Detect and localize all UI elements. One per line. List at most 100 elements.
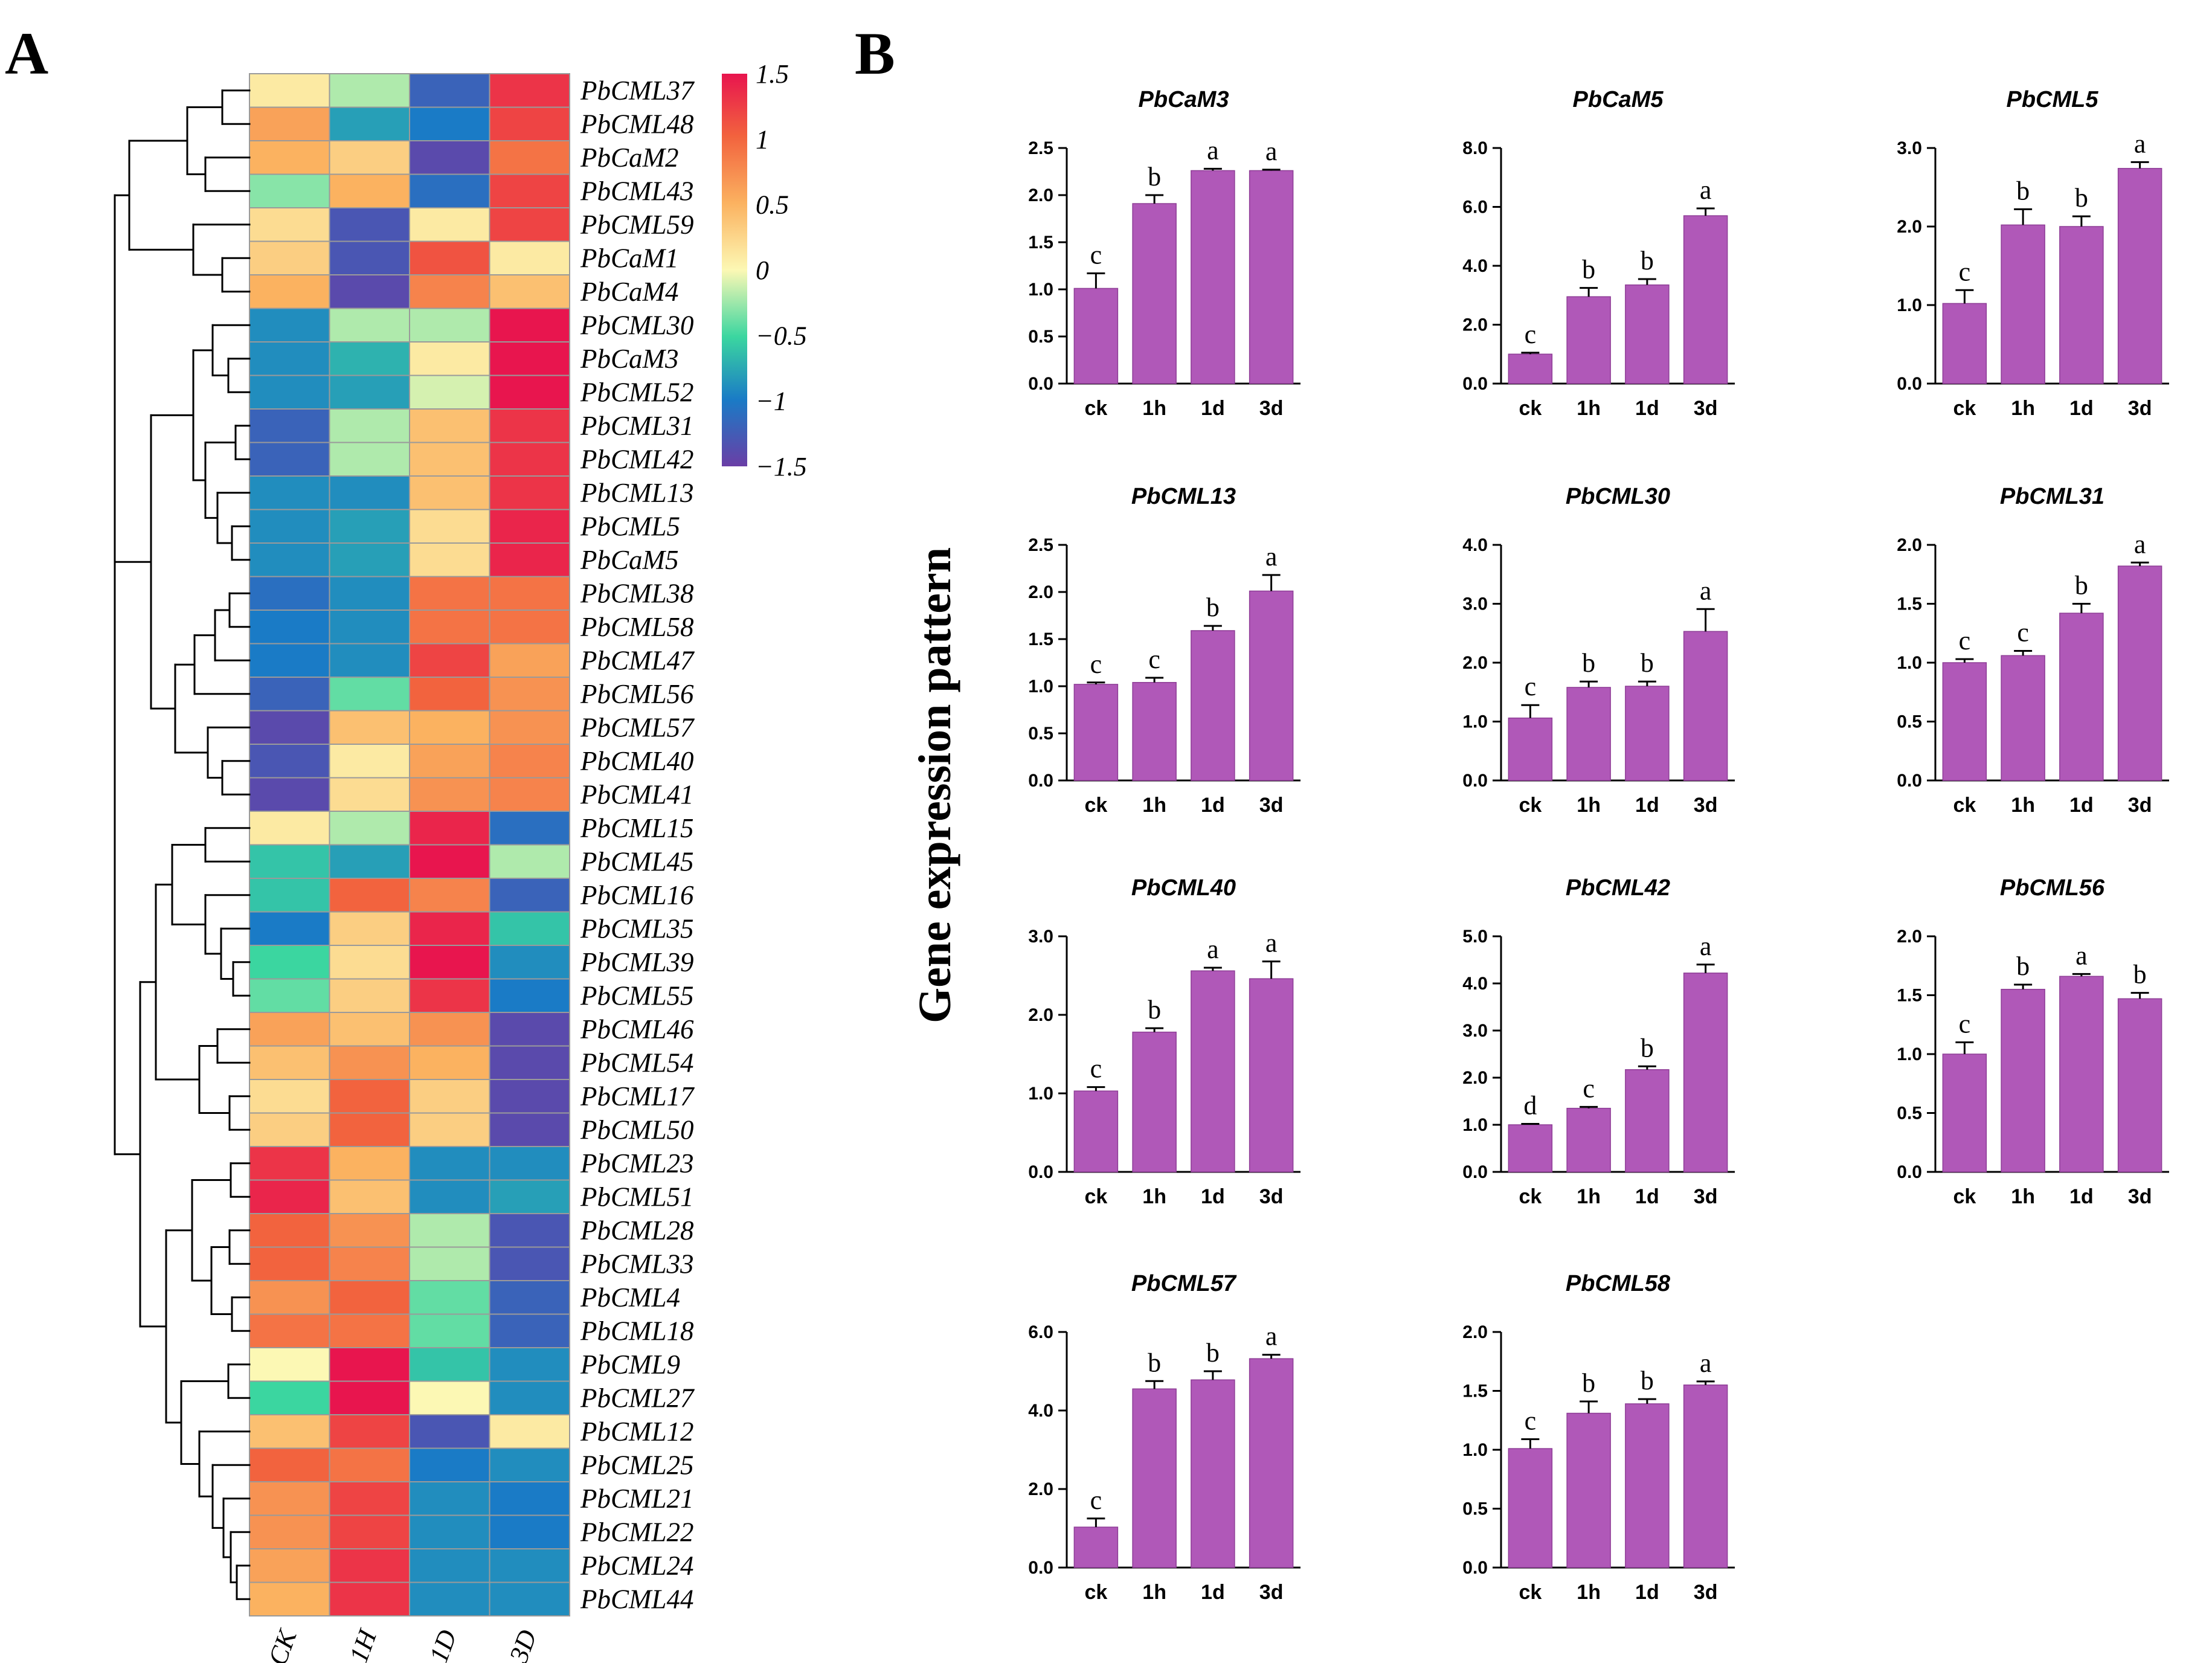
y-tick-label: 2.0: [1028, 582, 1053, 602]
chart-title: PbCML42: [1566, 875, 1670, 901]
heatmap-cell: [489, 173, 570, 208]
row-label: PbCML12: [580, 1417, 694, 1447]
bar: [1073, 684, 1119, 781]
heatmap-cell: [249, 475, 330, 510]
heatmap-cell: [249, 341, 330, 376]
row-label: PbCML9: [580, 1349, 680, 1380]
bar-chart-PbCaM3: PbCaM3 0.0 0.5 1.0 1.5 2.0 2.5 c ck b 1h a 1d a 3d: [1028, 87, 1301, 420]
heatmap-cell: [409, 1548, 490, 1583]
bar: [1073, 1526, 1119, 1568]
row-label: PbCML16: [580, 880, 694, 910]
y-tick-label: 4.0: [1462, 974, 1488, 994]
y-tick-label: 0.5: [1897, 1104, 1922, 1124]
heatmap-cell: [409, 341, 490, 376]
heatmap-cell: [409, 1112, 490, 1147]
heatmap-cell: [409, 677, 490, 712]
significance-letter: c: [1090, 240, 1102, 269]
row-label: PbCML13: [580, 478, 694, 508]
bar: [1566, 296, 1611, 384]
significance-letter: b: [1148, 995, 1161, 1024]
heatmap-cell: [409, 475, 490, 510]
heatmap-cell: [249, 1012, 330, 1047]
heatmap-cell: [249, 1246, 330, 1281]
heatmap-cell: [329, 240, 410, 275]
y-tick-label: 2.0: [1462, 315, 1488, 335]
heatmap-cell: [409, 207, 490, 242]
heatmap-cell: [329, 643, 410, 678]
column-label: 1H: [344, 1625, 383, 1663]
bar-chart-PbCML58: PbCML58 0.0 0.5 1.0 1.5 2.0 c ck b 1h b 1d a 3d: [1462, 1271, 1735, 1604]
heatmap-cell: [329, 375, 410, 410]
x-category-label: ck: [1519, 794, 1542, 817]
heatmap-cell: [489, 408, 570, 443]
heatmap-cell: [329, 1581, 410, 1616]
bar: [1132, 1388, 1177, 1568]
significance-letter: a: [1265, 928, 1278, 958]
heatmap-cell: [249, 106, 330, 141]
bar-chart-PbCML13: PbCML13 0.0 0.5 1.0 1.5 2.0 2.5 c ck c 1h b 1d a 3d: [1028, 484, 1301, 817]
significance-letter: c: [1525, 672, 1537, 701]
significance-letter: b: [1206, 593, 1220, 622]
x-category-label: 1d: [1635, 794, 1659, 817]
heatmap-cell: [489, 1313, 570, 1348]
significance-letter: d: [1523, 1090, 1537, 1120]
heatmap-cell: [409, 1146, 490, 1181]
bar: [1249, 978, 1294, 1172]
row-label: PbCML30: [580, 310, 694, 340]
y-tick-label: 1.0: [1897, 295, 1922, 315]
x-category-label: 3d: [2128, 1185, 2152, 1208]
heatmap-cell: [409, 73, 490, 108]
x-category-label: ck: [1953, 397, 1976, 420]
significance-letter: b: [2075, 571, 2088, 600]
row-label: PbCML25: [580, 1450, 694, 1480]
heatmap-cell: [489, 643, 570, 678]
bar: [1132, 203, 1177, 384]
heatmap-cell: [409, 1481, 490, 1516]
color-scale-tick-label: −1.5: [756, 452, 807, 481]
heatmap-cell: [489, 207, 570, 242]
heatmap-cell: [329, 1012, 410, 1047]
row-label: PbCML56: [580, 679, 694, 709]
y-tick-label: 0.0: [1897, 374, 1922, 394]
x-category-label: 1d: [1201, 794, 1225, 817]
heatmap-cell: [249, 375, 330, 410]
heatmap-cell: [249, 978, 330, 1013]
color-scale-legend: 1.5 1 0.5 0 −0.5 −1 −1.5: [722, 59, 807, 481]
heatmap-cell: [409, 274, 490, 309]
row-label: PbCML43: [580, 176, 694, 206]
heatmap-cell: [489, 945, 570, 980]
y-tick-label: 1.0: [1028, 280, 1053, 300]
y-tick-label: 0.5: [1897, 712, 1922, 732]
heatmap-cell: [489, 610, 570, 645]
heatmap-cell: [489, 341, 570, 376]
y-tick-label: 3.0: [1462, 594, 1488, 614]
heatmap-cell: [329, 576, 410, 611]
heatmap-cell: [489, 1581, 570, 1616]
heatmap-cell: [329, 677, 410, 712]
x-category-label: 3d: [1259, 794, 1284, 817]
heatmap-cell: [329, 106, 410, 141]
y-tick-label: 2.0: [1462, 1068, 1488, 1088]
heatmap-cell: [409, 1213, 490, 1248]
heatmap-cell: [249, 1213, 330, 1248]
row-label: PbCML59: [580, 210, 694, 240]
x-category-label: ck: [1084, 397, 1107, 420]
bar: [2001, 655, 2045, 781]
significance-letter: b: [1641, 246, 1654, 275]
x-category-label: 1h: [1142, 1185, 1166, 1208]
row-label: PbCML17: [580, 1081, 695, 1111]
heatmap-cell: [409, 240, 490, 275]
heatmap-cell: [489, 576, 570, 611]
heatmap-cell: [249, 1581, 330, 1616]
significance-letter: b: [1641, 1366, 1654, 1395]
heatmap-cell: [329, 1246, 410, 1281]
heatmap-cell: [329, 509, 410, 544]
x-category-label: 1h: [2011, 1185, 2035, 1208]
heatmap-cell: [409, 509, 490, 544]
significance-letter: b: [1641, 1033, 1654, 1063]
heatmap-cell: [489, 710, 570, 745]
significance-letter: c: [1148, 645, 1160, 674]
y-tick-label: 3.0: [1462, 1021, 1488, 1041]
bar: [1683, 973, 1728, 1172]
heatmap-cell: [329, 1447, 410, 1482]
